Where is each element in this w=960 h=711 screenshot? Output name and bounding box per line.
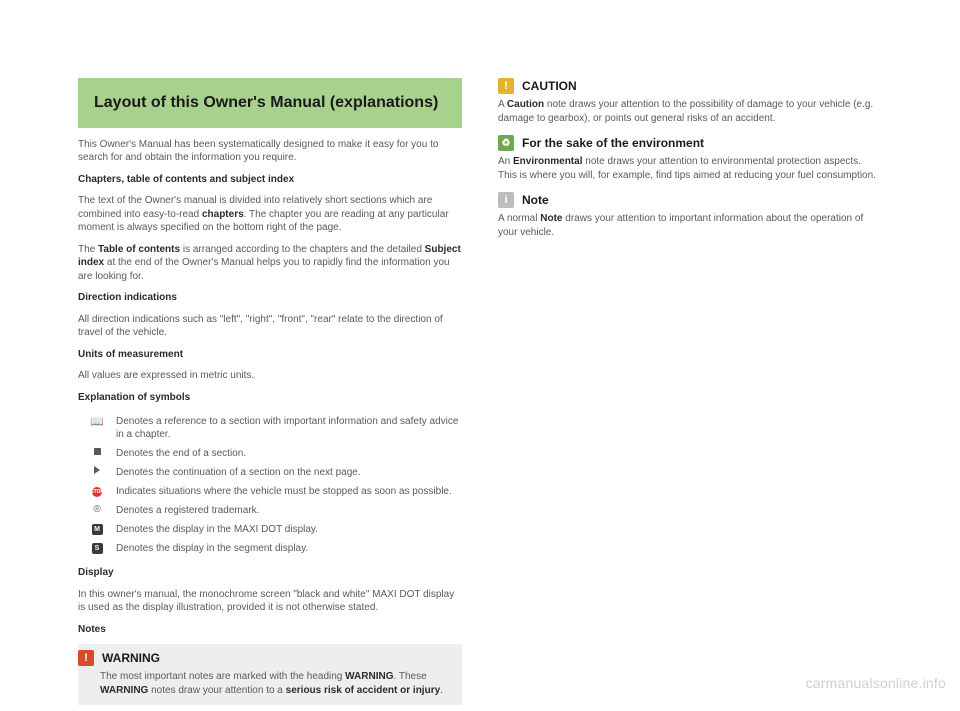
warning-box: ! WARNING The most important notes are m…: [78, 644, 462, 705]
symbol-desc: Denotes the end of a section.: [116, 444, 462, 463]
chapters-heading: Chapters, table of contents and subject …: [78, 173, 462, 187]
triangle-icon: [78, 463, 116, 482]
chapters-paragraph-2: The Table of contents is arranged accord…: [78, 243, 462, 284]
warning-icon: !: [78, 650, 94, 666]
book-icon: 📖: [78, 412, 116, 444]
warning-label: WARNING: [102, 651, 160, 665]
caution-icon: !: [498, 78, 514, 94]
symbol-desc: Denotes the continuation of a section on…: [116, 463, 462, 482]
caution-body: A Caution note draws your attention to t…: [498, 98, 882, 125]
symbols-table: 📖 Denotes a reference to a section with …: [78, 412, 462, 558]
symbol-row: Denotes the end of a section.: [78, 444, 462, 463]
stop-icon: STOP: [78, 482, 116, 501]
note-body: A normal Note draws your attention to im…: [498, 212, 882, 239]
warning-body: The most important notes are marked with…: [78, 670, 462, 697]
registered-icon: ®: [78, 501, 116, 520]
environment-body: An Environmental note draws your attenti…: [498, 155, 882, 182]
maxi-dot-icon: M: [78, 520, 116, 539]
symbol-row: M Denotes the display in the MAXI DOT di…: [78, 520, 462, 539]
direction-heading: Direction indications: [78, 291, 462, 305]
caution-head: ! CAUTION: [498, 78, 882, 94]
symbol-desc: Indicates situations where the vehicle m…: [116, 482, 462, 501]
environment-head: ♻ For the sake of the environment: [498, 135, 882, 151]
symbol-row: S Denotes the display in the segment dis…: [78, 539, 462, 558]
symbol-desc: Denotes a registered trademark.: [116, 501, 462, 520]
title-box: Layout of this Owner's Manual (explanati…: [78, 78, 462, 128]
environment-label: For the sake of the environment: [522, 136, 704, 150]
symbol-row: STOP Indicates situations where the vehi…: [78, 482, 462, 501]
right-column: ! CAUTION A Caution note draws your atte…: [498, 78, 882, 711]
note-label: Note: [522, 193, 549, 207]
warning-head: ! WARNING: [78, 644, 462, 670]
symbol-desc: Denotes the display in the segment displ…: [116, 539, 462, 558]
display-heading: Display: [78, 566, 462, 580]
caution-label: CAUTION: [522, 79, 577, 93]
page: Layout of this Owner's Manual (explanati…: [0, 0, 960, 711]
symbol-row: ® Denotes a registered trademark.: [78, 501, 462, 520]
symbol-row: 📖 Denotes a reference to a section with …: [78, 412, 462, 444]
symbol-desc: Denotes the display in the MAXI DOT disp…: [116, 520, 462, 539]
symbol-desc: Denotes a reference to a section with im…: [116, 412, 462, 444]
page-title: Layout of this Owner's Manual (explanati…: [94, 92, 446, 114]
units-heading: Units of measurement: [78, 348, 462, 362]
symbols-heading: Explanation of symbols: [78, 391, 462, 405]
symbol-row: Denotes the continuation of a section on…: [78, 463, 462, 482]
units-body: All values are expressed in metric units…: [78, 369, 462, 383]
notes-heading: Notes: [78, 623, 462, 637]
segment-icon: S: [78, 539, 116, 558]
note-head: i Note: [498, 192, 882, 208]
intro-paragraph: This Owner's Manual has been systematica…: [78, 138, 462, 165]
display-body: In this owner's manual, the monochrome s…: [78, 588, 462, 615]
square-icon: [78, 444, 116, 463]
watermark: carmanualsonline.info: [806, 675, 946, 691]
chapters-paragraph-1: The text of the Owner's manual is divide…: [78, 194, 462, 235]
left-column: Layout of this Owner's Manual (explanati…: [78, 78, 462, 711]
direction-body: All direction indications such as "left"…: [78, 313, 462, 340]
environment-icon: ♻: [498, 135, 514, 151]
note-icon: i: [498, 192, 514, 208]
